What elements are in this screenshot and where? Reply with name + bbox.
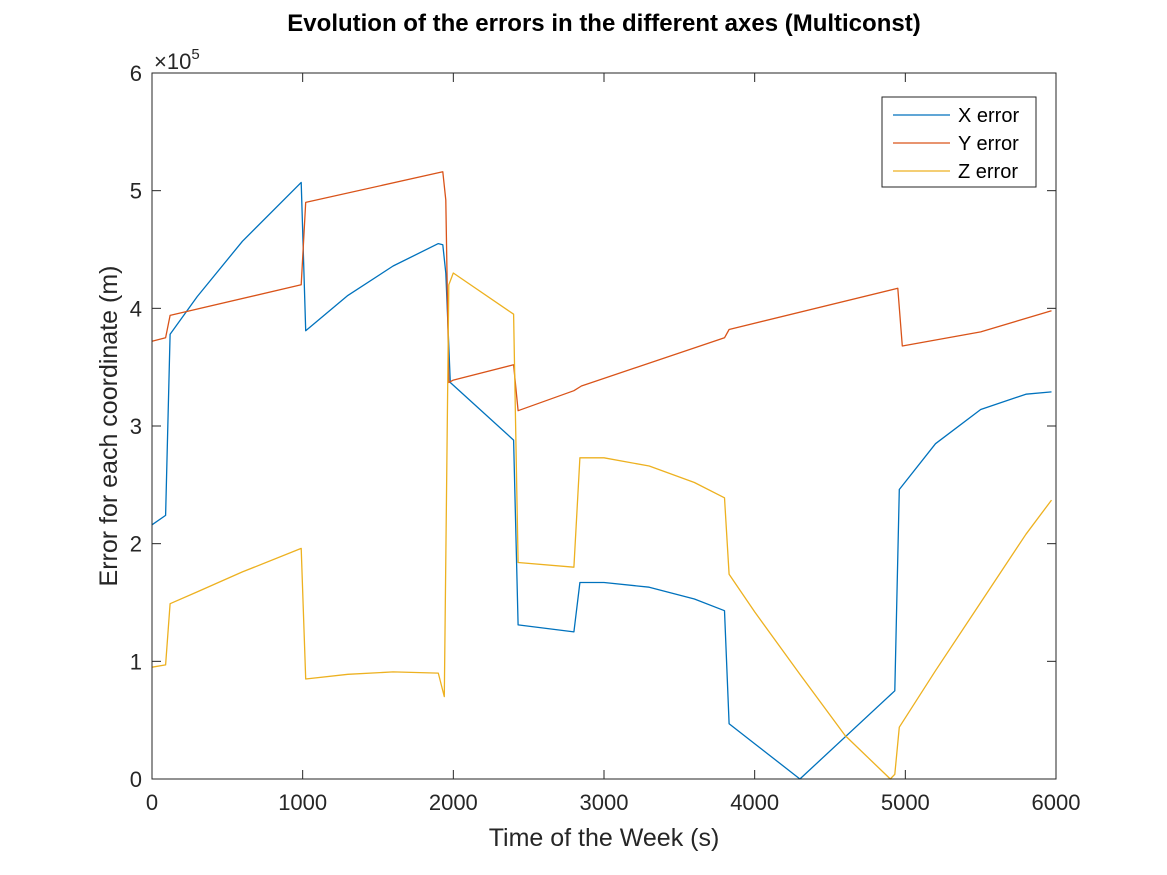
legend-label-x-error: X error: [958, 105, 1019, 127]
x-tick-label: 5000: [881, 790, 930, 815]
legend-label-y-error: Y error: [958, 133, 1019, 155]
y-tick-label: 6: [130, 61, 142, 86]
series-line-z-error: [151, 272, 1053, 780]
y-tick-label: 4: [130, 296, 142, 321]
legend: X error Y error Z error: [881, 96, 1037, 188]
y-tick-label: 2: [130, 532, 142, 557]
y-axis-exponent: ×105: [154, 46, 200, 74]
legend-box: [881, 96, 1037, 188]
x-tick-label: 4000: [730, 790, 779, 815]
y-axis-label: Error for each coordinate (m): [95, 266, 123, 587]
y-tick-label: 1: [130, 649, 142, 674]
x-tick-label: 1000: [278, 790, 327, 815]
tick-layer: 0 1000 2000 3000 4000 5000 6000 0 1 2 3 4 5 6: [130, 61, 1081, 815]
x-tick-label: 2000: [429, 790, 478, 815]
y-tick-label: 5: [130, 179, 142, 204]
y-exponent-base: ×10: [154, 49, 191, 74]
x-axis-label: Time of the Week (s): [489, 824, 720, 852]
y-tick-label: 3: [130, 414, 142, 439]
y-exponent-power: 5: [191, 46, 199, 63]
series-line-x-error: [151, 181, 1052, 780]
chart-title: Evolution of the errors in the different…: [287, 10, 920, 37]
plot-area: [152, 73, 1056, 779]
x-tick-label: 0: [146, 790, 158, 815]
series-line-y-error: [151, 171, 1052, 412]
series-layer: [151, 171, 1053, 780]
plot-frame: [151, 72, 1057, 780]
x-tick-label: 3000: [580, 790, 629, 815]
x-tick-label: 6000: [1032, 790, 1081, 815]
y-tick-label: 0: [130, 767, 142, 792]
legend-label-z-error: Z error: [958, 161, 1018, 183]
